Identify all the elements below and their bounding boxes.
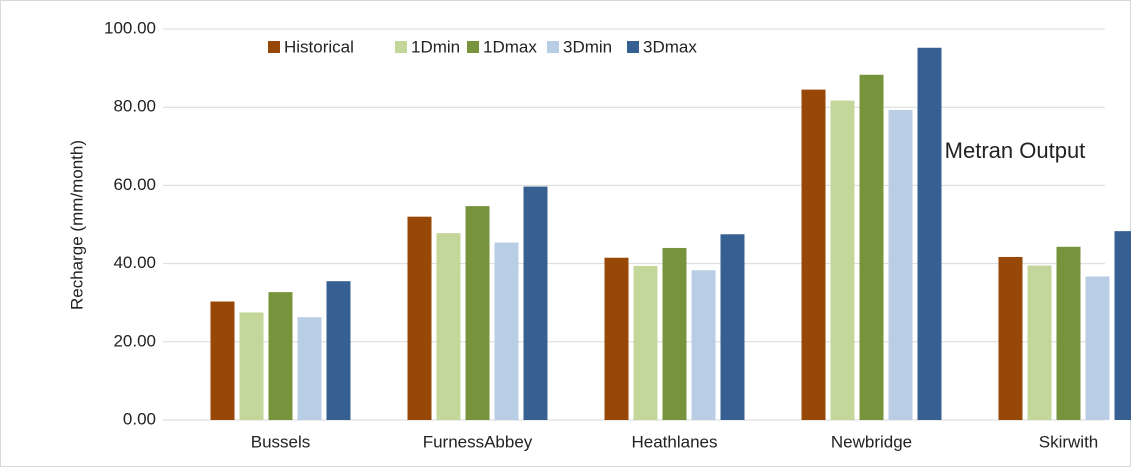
legend-label: 1Dmin	[411, 37, 460, 56]
bar	[494, 242, 519, 420]
bar	[1114, 231, 1131, 420]
bar	[633, 265, 658, 420]
legend-swatch	[268, 41, 280, 53]
annotation: Metran Output	[945, 138, 1086, 163]
y-tick-label: 20.00	[113, 331, 156, 350]
bar	[407, 216, 432, 420]
bar	[1085, 276, 1110, 420]
bar	[917, 47, 942, 420]
bar	[830, 100, 855, 420]
bar	[239, 312, 264, 420]
bar	[523, 186, 548, 420]
x-tick-label: Newbridge	[831, 432, 912, 451]
legend-swatch	[547, 41, 559, 53]
bar	[297, 317, 322, 420]
bar	[801, 89, 826, 420]
legend-swatch	[627, 41, 639, 53]
y-tick-label: 0.00	[123, 409, 156, 428]
x-tick-label: Skirwith	[1039, 432, 1099, 451]
legend-swatch	[467, 41, 479, 53]
legend-label: 1Dmax	[483, 37, 537, 56]
bar	[662, 247, 687, 420]
bar	[604, 257, 629, 420]
bar	[210, 301, 235, 420]
legend-label: 3Dmin	[563, 37, 612, 56]
x-tick-label: FurnessAbbey	[423, 432, 533, 451]
x-tick-label: Bussels	[251, 432, 311, 451]
legend-swatch	[395, 41, 407, 53]
y-axis-label: Recharge (mm/month)	[67, 140, 86, 310]
bar	[465, 206, 490, 420]
legend-label: Historical	[284, 37, 354, 56]
x-tick-label: Heathlanes	[631, 432, 717, 451]
y-tick-label: 60.00	[113, 175, 156, 194]
y-tick-label: 40.00	[113, 253, 156, 272]
bar	[720, 234, 745, 420]
y-tick-label: 100.00	[104, 18, 156, 37]
bar	[691, 270, 716, 420]
bar	[436, 233, 461, 420]
bar	[888, 109, 913, 420]
bar	[998, 256, 1023, 420]
legend-label: 3Dmax	[643, 37, 697, 56]
bar	[1027, 265, 1052, 420]
bar	[326, 281, 351, 420]
bar	[1056, 246, 1081, 420]
bar	[859, 74, 884, 420]
bar	[268, 292, 293, 420]
y-tick-label: 80.00	[113, 97, 156, 116]
